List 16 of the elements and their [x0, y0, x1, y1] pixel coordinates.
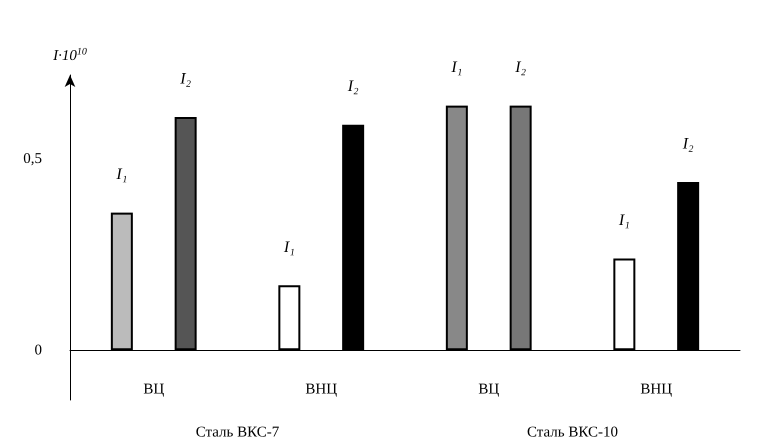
x-tick-label: ВНЦ — [305, 382, 338, 398]
x-tick-label: ВЦ — [478, 382, 500, 398]
series-label: I₁ — [618, 212, 630, 230]
text: I₂ — [682, 136, 694, 153]
text: I₁ — [284, 238, 295, 256]
text: Сталь ВКС-10 — [526, 424, 618, 440]
text: I₁ — [116, 166, 128, 184]
x-tick-label: ВНЦ — [640, 382, 672, 398]
y-tick-label: 0,5 — [23, 151, 42, 168]
text: I₂ — [348, 78, 359, 96]
y-tick-label: 0 — [34, 342, 42, 358]
x-tick-label: ВЦ — [143, 382, 164, 398]
text: I₂ — [515, 59, 526, 76]
text: Сталь ВКС-7 — [196, 424, 280, 440]
text: I₁ — [451, 59, 462, 76]
series-label: I₂ — [179, 70, 192, 88]
